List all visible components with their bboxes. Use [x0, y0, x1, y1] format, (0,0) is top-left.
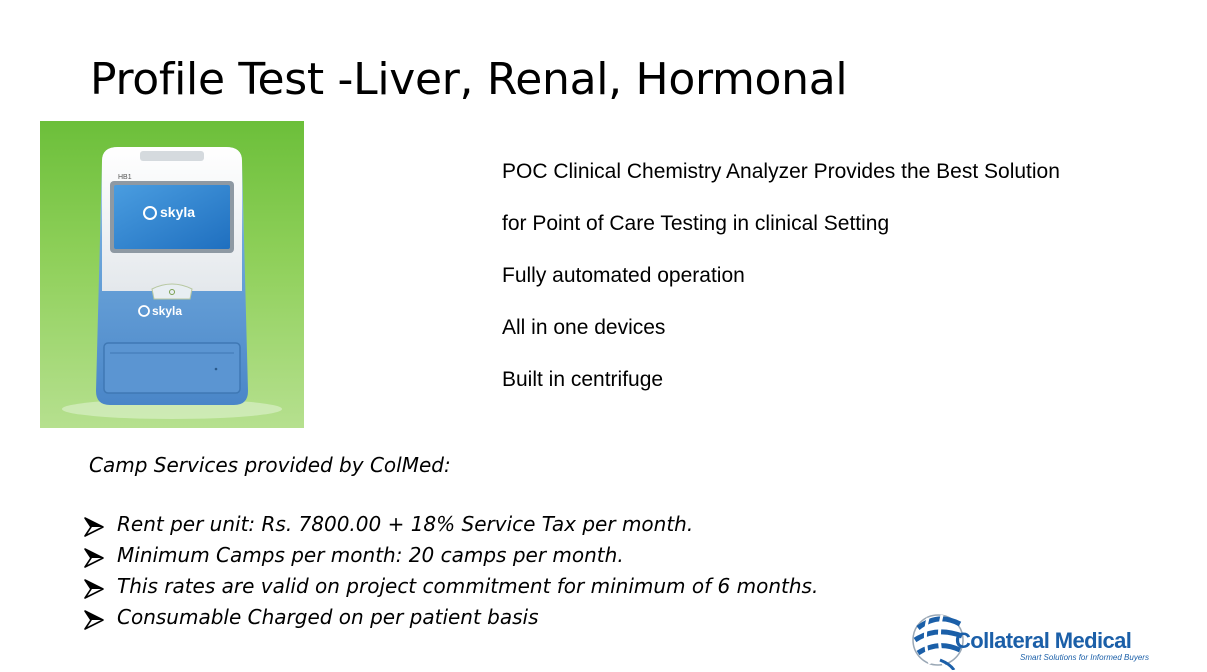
- slide-title: Profile Test -Liver, Renal, Hormonal: [90, 54, 848, 105]
- feature-item: for Point of Care Testing in clinical Se…: [502, 212, 890, 235]
- list-item-text: Minimum Camps per month: 20 camps per mo…: [117, 543, 624, 567]
- screen-brand-text: skyla: [160, 204, 195, 220]
- model-label: HB1: [118, 174, 132, 181]
- feature-item: POC Clinical Chemistry Analyzer Provides…: [502, 160, 1060, 183]
- skyla-analyzer-image: HB1 skyla skyla: [40, 121, 304, 428]
- arrow-bullet-icon: [84, 517, 104, 537]
- list-item-text: This rates are valid on project commitme…: [117, 574, 819, 598]
- list-item-text: Rent per unit: Rs. 7800.00 + 18% Service…: [117, 512, 694, 536]
- arrow-bullet-icon: [84, 548, 104, 568]
- collateral-medical-logo: Collateral Medical Smart Solutions for I…: [910, 608, 1150, 670]
- globe-logo-icon: [912, 614, 964, 670]
- list-item-text: Consumable Charged on per patient basis: [117, 605, 539, 629]
- arrow-bullet-icon: [84, 610, 104, 630]
- arrow-bullet-icon: [84, 579, 104, 599]
- feature-item: Built in centrifuge: [502, 368, 664, 391]
- logo-tagline: Smart Solutions for Informed Buyers: [1020, 653, 1149, 662]
- camp-services-heading: Camp Services provided by ColMed:: [89, 453, 451, 477]
- body-brand-text: skyla: [152, 304, 182, 318]
- logo-name: Collateral Medical: [955, 628, 1132, 653]
- feature-item: All in one devices: [502, 316, 666, 339]
- feature-item: Fully automated operation: [502, 264, 745, 287]
